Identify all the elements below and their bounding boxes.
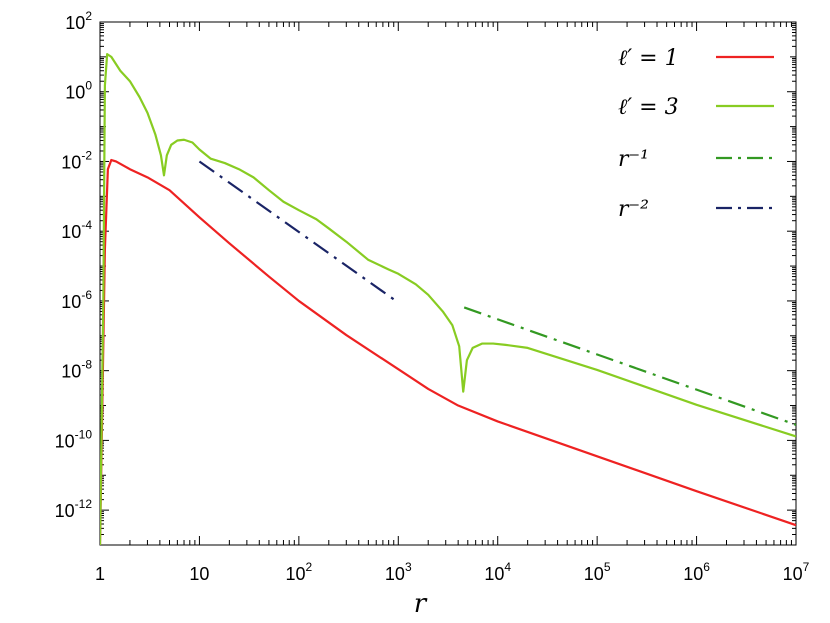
x-tick-label: 105 [584, 560, 611, 584]
series-line-3 [198, 160, 399, 304]
y-tick-label: 100 [65, 79, 92, 103]
y-tick-label: 10-2 [61, 148, 92, 172]
legend-label-3: r⁻² [618, 197, 649, 222]
x-tick-label: 104 [484, 560, 511, 584]
x-tick-label: 107 [783, 560, 810, 584]
y-tick-label: 10-12 [55, 497, 93, 521]
y-tick-label: 10-4 [61, 218, 92, 242]
x-tick-label: 106 [683, 560, 710, 584]
legend-label-2: r⁻¹ [618, 147, 649, 172]
x-tick-labels: 1 10 102 103 104 105 106 107 [95, 560, 810, 584]
y-tick-label: 10-10 [55, 427, 93, 451]
legend-label-1: ℓ′ = 3 [618, 95, 679, 120]
legend: ℓ′ = 1 ℓ′ = 3 r⁻¹ r⁻² [618, 46, 774, 222]
y-tick-label: 102 [65, 9, 92, 33]
series-line-1 [100, 53, 796, 545]
x-tick-label: 10 [189, 564, 209, 584]
y-tick-label: 10-6 [61, 288, 92, 312]
series-line-2 [463, 306, 796, 426]
series-line-0 [100, 158, 796, 545]
x-tick-label: 102 [285, 560, 312, 584]
x-tick-label: 103 [385, 560, 412, 584]
y-tick-label: 10-8 [61, 358, 92, 382]
legend-label-0: ℓ′ = 1 [618, 46, 679, 71]
x-axis-label: r [414, 589, 428, 619]
axis-ticks [99, 21, 797, 546]
x-tick-label: 1 [95, 564, 105, 584]
series-group [100, 53, 796, 545]
y-tick-labels: 10-12 10-10 10-8 10-6 10-4 10-2 100 102 [55, 9, 93, 521]
plot-frame [99, 21, 797, 546]
